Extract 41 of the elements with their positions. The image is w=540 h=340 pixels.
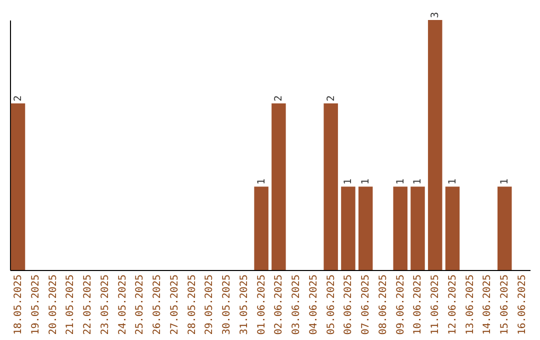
x-tick-label: 18.05.2025 [12,274,24,335]
x-tick-label: 10.06.2025 [412,274,424,335]
x-tick-label: 09.06.2025 [395,274,406,335]
x-tick-label: 01.06.2025 [256,274,268,335]
data-label: 3 [430,12,442,18]
x-tick-label: 23.05.2025 [100,274,111,335]
x-tick-label: 29.05.2025 [204,274,216,335]
x-tick-label: 15.06.2025 [500,274,511,335]
data-label: 1 [343,178,354,185]
x-tick-label: 03.06.2025 [291,274,302,335]
x-tick-label: 31.05.2025 [238,274,250,335]
data-label: 2 [12,95,24,102]
data-label: 1 [500,178,511,185]
x-tick-label: 16.06.2025 [517,274,528,335]
x-tick-label: 04.06.2025 [308,274,320,335]
x-tick-label: 25.05.2025 [134,274,146,335]
x-tick-label: 22.05.2025 [82,274,94,335]
x-tick-label: 21.05.2025 [65,274,76,335]
x-tick-label: 07.06.2025 [360,274,372,335]
x-tick-label: 11.06.2025 [430,274,442,335]
data-label: 1 [447,178,458,185]
x-tick-label: 13.06.2025 [464,274,476,335]
x-tick-label: 02.06.2025 [274,274,285,335]
x-tick-label: 12.06.2025 [447,274,458,335]
x-tick-label: 14.06.2025 [482,274,494,335]
x-tick-label: 06.06.2025 [343,274,354,335]
data-label: 1 [256,178,268,185]
data-label: 1 [395,178,406,185]
x-tick-label: 08.06.2025 [378,274,389,335]
x-tick-label: 26.05.2025 [152,274,164,335]
data-label: 1 [412,178,424,185]
x-tick-label: 20.05.2025 [48,274,59,335]
x-tick-label: 30.05.2025 [222,274,233,335]
data-label: 2 [326,95,337,102]
x-tick-label: 19.05.2025 [30,274,42,335]
x-tick-label: 24.05.2025 [117,274,128,335]
x-tick-label: 27.05.2025 [169,274,180,335]
x-tick-label: 28.05.2025 [186,274,198,335]
data-label: 1 [360,178,372,185]
x-tick-label: 05.06.2025 [326,274,337,335]
data-label: 2 [274,95,285,102]
